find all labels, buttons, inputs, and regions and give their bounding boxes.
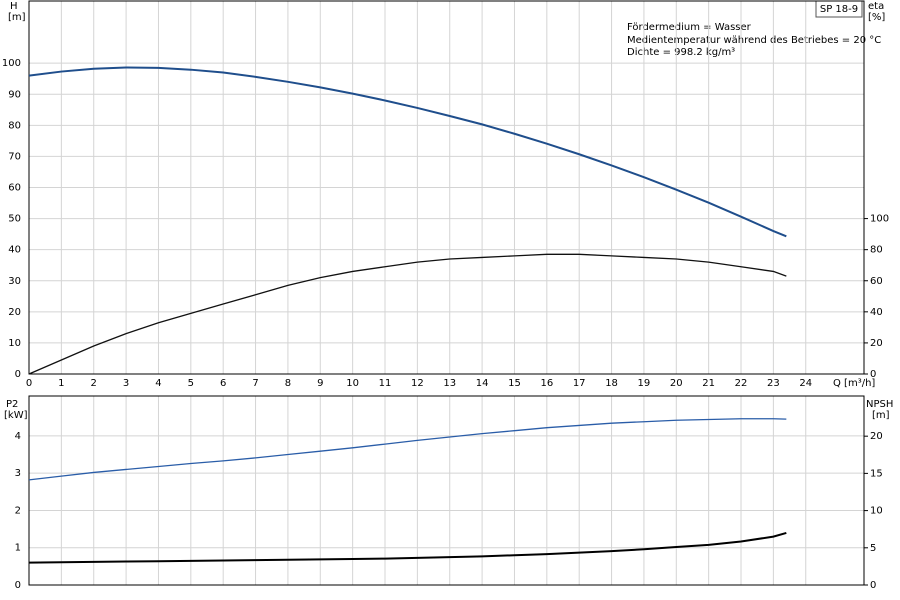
x-tick-label: 16 (540, 378, 553, 389)
x-tick-label: 7 (252, 378, 258, 389)
curve (28, 253, 787, 375)
y2-tick-label: 60 (870, 276, 883, 287)
y-label: H (10, 1, 18, 12)
x-tick-label: 0 (26, 378, 32, 389)
y2-label: NPSH (866, 399, 893, 410)
plot-frame (28, 395, 865, 586)
x-tick-label: 20 (670, 378, 683, 389)
y2-tick-label: 0 (870, 369, 876, 380)
y-label: P2 (6, 399, 18, 410)
y-tick-label: 60 (8, 183, 21, 194)
x-tick-label: 11 (379, 378, 392, 389)
y-tick-label: 40 (8, 245, 21, 256)
y2-tick-label: 20 (870, 431, 883, 442)
y-tick-label: 90 (8, 89, 21, 100)
x-tick-label: 6 (220, 378, 226, 389)
y-unit: [m] (8, 12, 26, 23)
x-tick-label: 15 (508, 378, 521, 389)
y2-tick-label: 5 (870, 543, 876, 554)
y-tick-label: 3 (15, 468, 21, 479)
x-tick-label: 17 (573, 378, 586, 389)
y2-tick-label: 20 (870, 338, 883, 349)
y2-tick-label: 40 (870, 307, 883, 318)
annotation: Dichte = 998.2 kg/m³ (627, 47, 735, 58)
y-tick-label: 20 (8, 307, 21, 318)
y-tick-label: 10 (8, 338, 21, 349)
y2-tick-label: 100 (870, 214, 889, 225)
x-tick-label: 3 (123, 378, 129, 389)
curve (28, 418, 787, 481)
x-tick-label: 8 (285, 378, 291, 389)
y-tick-label: 70 (8, 151, 21, 162)
y-tick-label: 0 (15, 369, 21, 380)
y2-tick-label: 0 (870, 580, 876, 591)
x-tick-label: 22 (735, 378, 748, 389)
x-tick-label: 24 (799, 378, 812, 389)
x-tick-label: 1 (58, 378, 64, 389)
x-tick-label: 4 (155, 378, 161, 389)
y-tick-label: 100 (2, 58, 21, 69)
y2-tick-label: 15 (870, 468, 883, 479)
y-tick-label: 30 (8, 276, 21, 287)
y2-unit: [m] (872, 410, 890, 421)
x-tick-label: 23 (767, 378, 780, 389)
x-tick-label: 12 (411, 378, 424, 389)
y2-label: eta (868, 1, 884, 12)
y-tick-label: 80 (8, 120, 21, 131)
annotation: Fördermedium = Wasser (627, 22, 752, 33)
curve (28, 66, 787, 238)
x-tick-label: 5 (188, 378, 194, 389)
x-tick-label: 14 (476, 378, 489, 389)
y2-unit: [%] (868, 12, 885, 23)
x-tick-label: 9 (317, 378, 323, 389)
y-tick-label: 50 (8, 214, 21, 225)
badge: SP 18-9 (820, 4, 858, 15)
y-unit: [kW] (4, 410, 28, 421)
x-tick-label: 18 (605, 378, 618, 389)
x-tick-label: 19 (638, 378, 651, 389)
curve (28, 531, 787, 564)
y2-tick-label: 80 (870, 245, 883, 256)
y-tick-label: 0 (15, 580, 21, 591)
y-tick-label: 4 (15, 431, 21, 442)
plot-frame (28, 0, 865, 375)
x-tick-label: 2 (91, 378, 97, 389)
annotation: Medientemperatur während des Betriebes =… (627, 35, 881, 46)
x-tick-label: 21 (702, 378, 715, 389)
x-tick-label: 13 (443, 378, 456, 389)
y2-tick-label: 10 (870, 506, 883, 517)
x-label: Q [m³/h] (833, 378, 875, 389)
y-tick-label: 1 (15, 543, 21, 554)
y-tick-label: 2 (15, 505, 21, 516)
x-tick-label: 10 (346, 378, 359, 389)
